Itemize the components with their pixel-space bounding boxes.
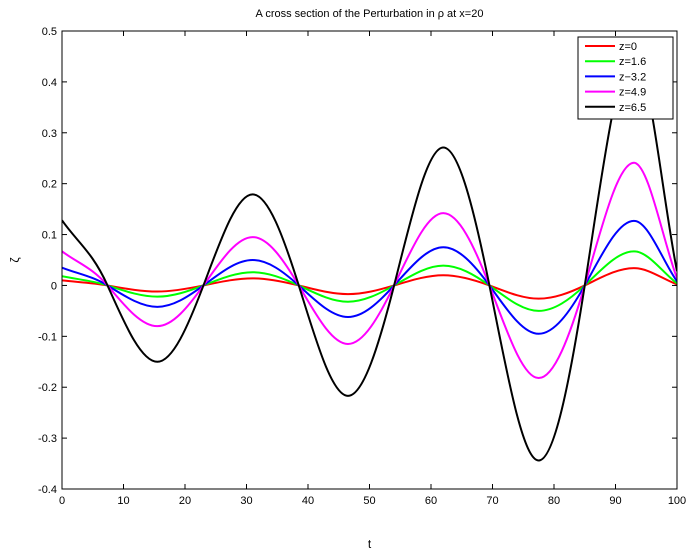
y-tick-label: -0.1	[38, 331, 57, 343]
x-tick-label: 70	[486, 495, 498, 507]
y-tick-label: 0.3	[42, 128, 57, 140]
legend-label: z=1.6	[619, 56, 646, 68]
y-axis: -0.4 -0.3 -0.2 -0.1 0 0.1 0.2 0.3 0.4 0.5	[38, 26, 677, 496]
series-line-0	[62, 267, 677, 300]
legend-box	[577, 36, 674, 120]
x-tick-label: 20	[179, 495, 191, 507]
y-tick-label: 0.5	[42, 26, 57, 38]
y-axis-label: ζ	[8, 257, 22, 263]
plot-area: 0 10 20 30 40 50 60 70 80 90 100 -0.4-0.3-0.2-0.10…	[38, 26, 686, 507]
x-tick-label: 50	[363, 495, 375, 507]
series-line-4	[62, 52, 677, 462]
y-tick-label: 0	[51, 280, 57, 292]
chart-title: A cross section of the Perturbation in ρ…	[256, 8, 484, 20]
y-tick-label: 0.2	[42, 179, 57, 191]
legend: z=0 z=1.6 z−3.2 z=4.9 z=6.5	[577, 36, 674, 120]
legend-label: z=0	[619, 41, 637, 53]
legend-label: z=6.5	[619, 102, 646, 114]
y-tick-label: -0.3	[38, 433, 57, 445]
x-tick-label: 90	[609, 495, 621, 507]
x-tick-label: 10	[117, 495, 129, 507]
x-tick-label: 100	[668, 495, 686, 507]
y-tick-label: -0.2	[38, 382, 57, 394]
y-tick-label: -0.4	[38, 484, 57, 496]
x-tick-label: 40	[302, 495, 314, 507]
y-tick-label: 0.4	[42, 77, 57, 89]
x-axis: 0 10 20 30 40 50 60 70 80 90 100	[59, 31, 686, 507]
legend-label: z−3.2	[619, 71, 646, 83]
x-tick-label: 60	[425, 495, 437, 507]
series-group	[62, 52, 677, 462]
x-tick-label: 80	[548, 495, 560, 507]
axes-background	[62, 31, 677, 489]
x-tick-label: 0	[59, 495, 65, 507]
legend-label: z=4.9	[619, 87, 646, 99]
x-axis-label: t	[368, 537, 372, 551]
series-line-1	[62, 250, 677, 312]
x-tick-label: 30	[240, 495, 252, 507]
y-tick-label: 0.1	[42, 230, 57, 242]
